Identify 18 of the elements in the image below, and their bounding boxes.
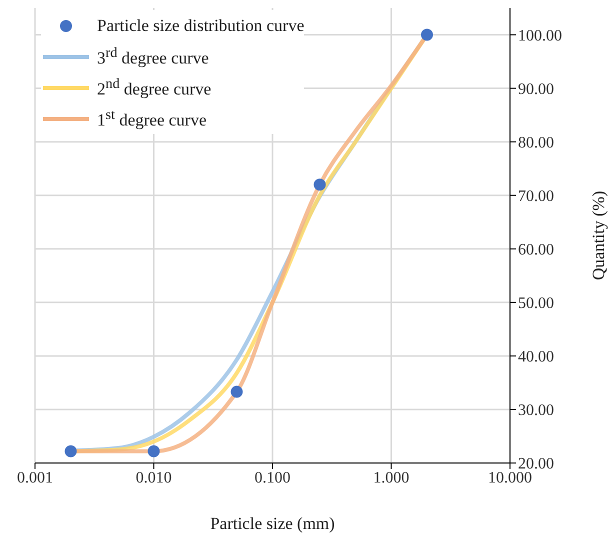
x-tick-label: 0.100	[254, 469, 290, 486]
y-tick-label: 70.00	[518, 188, 554, 206]
legend-label: 3$^{rd}$ degree curve	[97, 44, 209, 68]
y-tick-label: 80.00	[518, 134, 554, 152]
y-tick-label: 40.00	[518, 348, 554, 366]
x-tick-label: 1.000	[373, 469, 410, 486]
y-tick-label: 90.00	[518, 80, 554, 98]
y-axis-title: Quantity (%)	[589, 190, 608, 280]
y-tick-label: 50.00	[518, 295, 554, 312]
legend-label: Particle size distribution curve	[97, 16, 304, 36]
legend-label: 1$^{st}$ degree curve	[97, 106, 207, 130]
x-tick-label: 0.010	[136, 469, 172, 486]
x-axis-title: Particle size (mm)	[210, 514, 335, 533]
x-tick-label: 0.001	[17, 469, 53, 486]
legend-label: 2$^{nd}$ degree curve	[97, 76, 212, 100]
y-tick-label: 100.00	[518, 27, 562, 44]
y-tick-label: 30.00	[518, 402, 554, 420]
y-tick-label: 60.00	[518, 242, 554, 259]
